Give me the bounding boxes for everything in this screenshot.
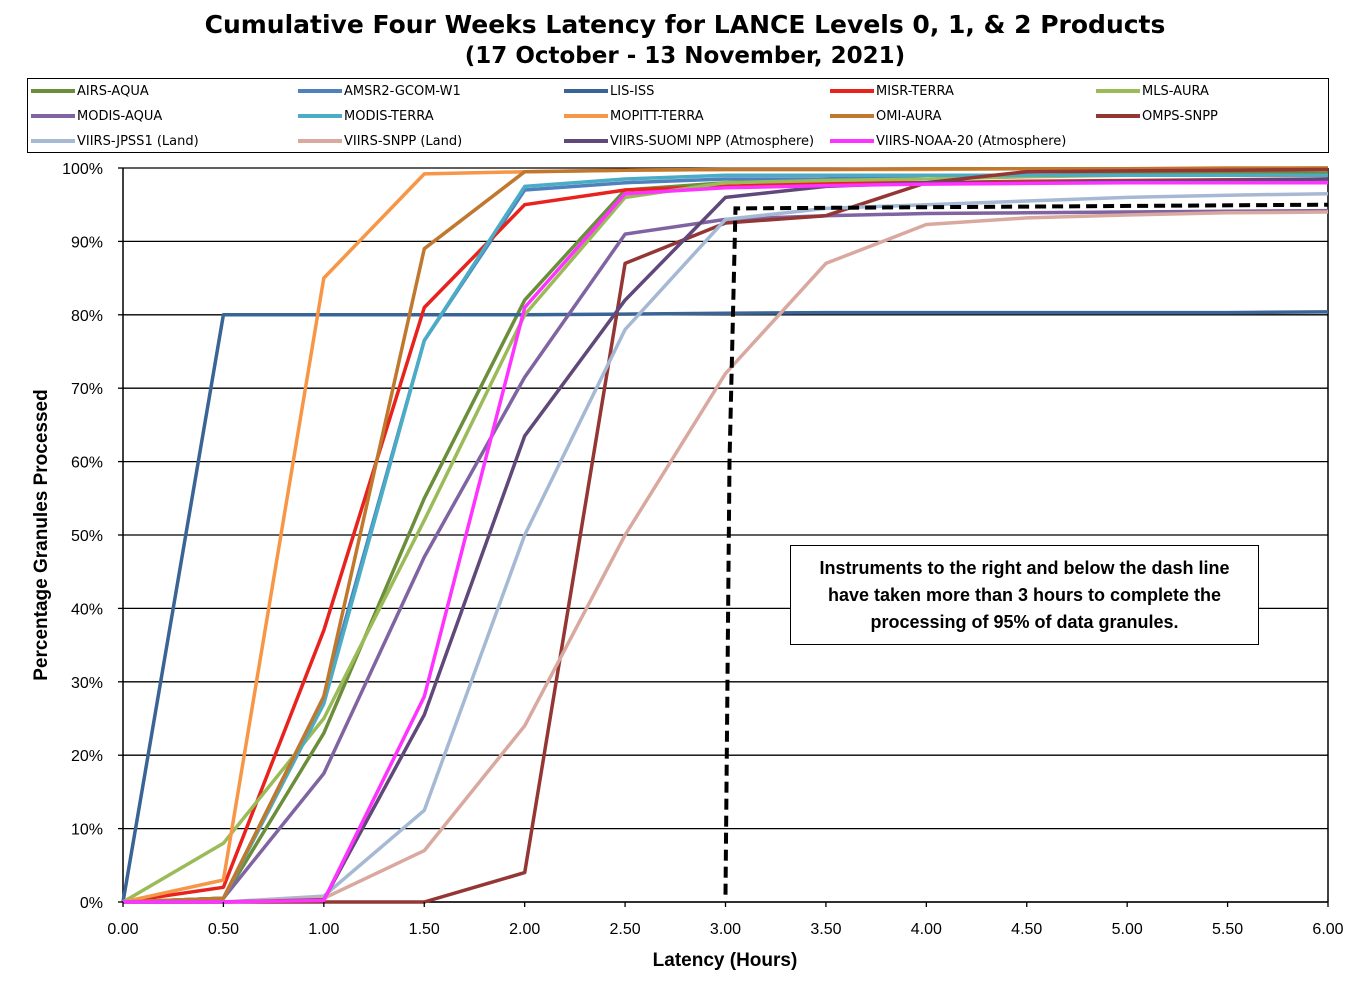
legend-swatch (1096, 114, 1140, 118)
legend-item: MODIS-AQUA (31, 104, 162, 128)
legend-label: VIIRS-JPSS1 (Land) (77, 133, 199, 149)
x-tick-label: 2.50 (610, 921, 641, 938)
x-tick-label: 1.50 (409, 921, 440, 938)
series-line (121, 310, 1329, 903)
y-tick-label: 50% (71, 528, 103, 545)
x-tick-label: 4.50 (1011, 921, 1042, 938)
y-tick-label: 80% (71, 308, 103, 325)
y-tick-label: 30% (71, 675, 103, 692)
legend-swatch (830, 114, 874, 118)
legend-swatch (830, 89, 874, 93)
series-lines (121, 166, 1329, 904)
legend-label: MOPITT-TERRA (610, 108, 704, 124)
legend-item: VIIRS-NOAA-20 (Atmosphere) (830, 129, 1066, 153)
legend-item: MOPITT-TERRA (564, 104, 704, 128)
legend-label: LIS-ISS (610, 83, 655, 99)
legend-label: MODIS-TERRA (344, 108, 434, 124)
y-tick-label: 0% (80, 895, 103, 912)
legend-swatch (564, 89, 608, 93)
legend-label: VIIRS-NOAA-20 (Atmosphere) (876, 133, 1067, 149)
legend-label: MODIS-AQUA (77, 108, 163, 124)
legend-label: OMI-AURA (876, 108, 942, 124)
x-tick-label: 1.00 (308, 921, 339, 938)
legend-swatch (31, 114, 75, 118)
legend-label: VIIRS-SNPP (Land) (344, 133, 463, 149)
legend-item: VIIRS-SNPP (Land) (298, 129, 462, 153)
legend-item: AIRS-AQUA (31, 79, 149, 103)
chart-subtitle: (17 October - 13 November, 2021) (464, 43, 906, 69)
legend-label: AIRS-AQUA (77, 83, 149, 99)
legend-swatch (830, 139, 874, 143)
y-tick-label: 100% (62, 161, 103, 178)
chart-title: Cumulative Four Weeks Latency for LANCE … (204, 10, 1166, 39)
legend: AIRS-AQUA AMSR2-GCOM-W1 LIS-ISS MISR-TERRA M… (27, 78, 1329, 153)
x-tick-label: 6.00 (1312, 921, 1343, 938)
legend-label: MISR-TERRA (876, 83, 954, 99)
x-tick-labels: 0.00 0.50 1.00 1.50 2.00 2.50 3.00 3.50 4.00 4.50… (107, 902, 1344, 938)
series-line (123, 191, 1329, 904)
legend-swatch (1096, 89, 1140, 93)
y-tick-label: 70% (71, 381, 103, 398)
series-line (123, 180, 1328, 904)
legend-item: MISR-TERRA (830, 79, 954, 103)
series-line (123, 177, 1329, 904)
legend-item: VIIRS-SUOMI NPP (Atmosphere) (564, 129, 814, 153)
series-line (122, 173, 1328, 904)
legend-item: LIS-ISS (564, 79, 654, 103)
y-tick-label: 40% (71, 601, 103, 618)
y-tick-label: 10% (71, 822, 103, 839)
x-axis-title: Latency (Hours) (652, 950, 798, 971)
series-line (122, 173, 1328, 904)
legend-label: AMSR2-GCOM-W1 (344, 83, 461, 99)
legend-swatch (564, 114, 608, 118)
y-tick-labels: 0% 10% 20% 30% 40% 50% 60% 70% 80% 90% 100% (62, 161, 123, 912)
y-axis-title: Percentage Granules Processed (31, 389, 52, 681)
legend-item: AMSR2-GCOM-W1 (298, 79, 461, 103)
y-tick-label: 60% (71, 455, 103, 472)
x-tick-label: 3.50 (810, 921, 841, 938)
x-tick-label: 0.50 (208, 921, 239, 938)
x-tick-label: 4.00 (911, 921, 942, 938)
legend-swatch (31, 139, 75, 143)
series-line (122, 177, 1329, 904)
legend-label: OMPS-SNPP (1142, 108, 1218, 124)
series-line (122, 166, 1328, 904)
legend-swatch (31, 89, 75, 93)
legend-label: VIIRS-SUOMI NPP (Atmosphere) (610, 133, 815, 149)
legend-label: MLS-AURA (1142, 83, 1209, 99)
y-tick-label: 20% (71, 748, 103, 765)
x-tick-label: 5.50 (1212, 921, 1243, 938)
legend-swatch (298, 89, 342, 93)
legend-item: OMI-AURA (830, 104, 942, 128)
x-tick-label: 5.00 (1112, 921, 1143, 938)
legend-swatch (298, 114, 342, 118)
x-tick-label: 3.00 (710, 921, 741, 938)
legend-item: VIIRS-JPSS1 (Land) (31, 129, 199, 153)
y-tick-label: 90% (71, 234, 103, 251)
legend-swatch (298, 139, 342, 143)
legend-item: MODIS-TERRA (298, 104, 434, 128)
series-line (122, 173, 1328, 904)
legend-swatch (564, 139, 608, 143)
x-tick-label: 0.00 (107, 921, 138, 938)
annotation-box: Instruments to the right and below the d… (790, 545, 1259, 645)
legend-item: OMPS-SNPP (1096, 104, 1218, 128)
x-tick-label: 2.00 (509, 921, 540, 938)
legend-item: MLS-AURA (1096, 79, 1209, 103)
